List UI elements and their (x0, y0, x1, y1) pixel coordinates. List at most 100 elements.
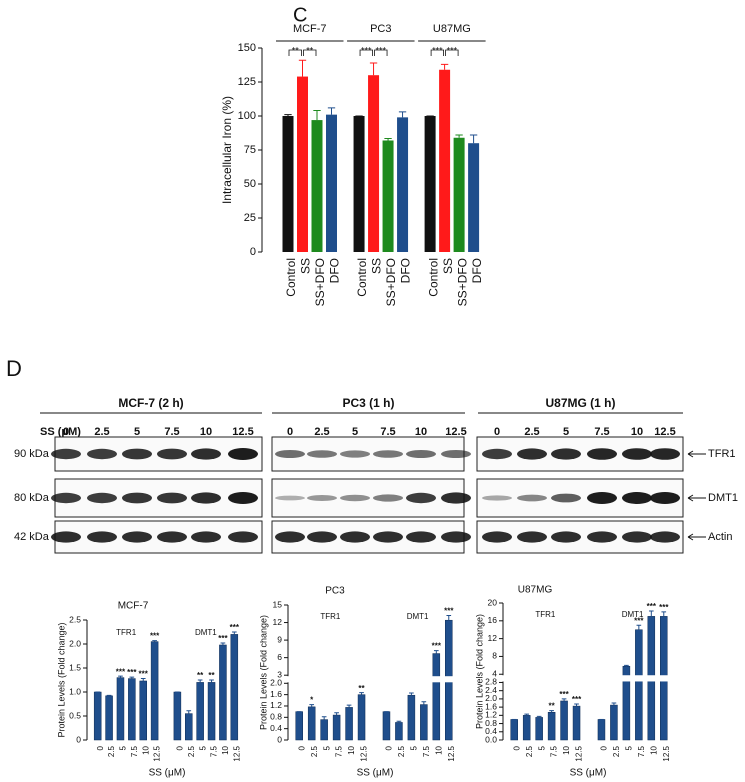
bar (572, 705, 581, 741)
x-tick-label: 10 (347, 745, 356, 754)
lane-label: 7.5 (380, 426, 395, 438)
y-tick-label: 1.6 (485, 701, 497, 711)
error-bar (611, 702, 617, 706)
x-tick-label: SS+DFO (313, 258, 327, 306)
x-tick-label: Control (284, 258, 298, 297)
significance: *** (230, 623, 240, 632)
significance: ** (358, 684, 365, 693)
error-bar (327, 107, 336, 115)
x-tick-label: 10 (221, 745, 230, 754)
y-tick-label: 0 (76, 734, 81, 744)
arrow-head (687, 533, 694, 541)
lane-label: 0 (494, 426, 500, 438)
error-bar (346, 704, 352, 708)
error-bar (469, 134, 478, 144)
lane-label: 10 (415, 426, 427, 438)
series-label: TFR1 (116, 628, 137, 637)
error-bar (409, 692, 414, 696)
y-tick-label: 12 (488, 633, 498, 643)
marker-label: 42 kDa (14, 531, 50, 543)
series-label: TFR1 (535, 610, 556, 619)
y-tick-label: 8 (492, 651, 497, 661)
error-bar (334, 712, 339, 716)
axis-break (285, 676, 291, 683)
bar (560, 700, 568, 741)
bar (357, 694, 366, 741)
blot-band (307, 495, 337, 501)
lane-label: 12.5 (232, 426, 253, 438)
blot-band (122, 492, 152, 504)
y-tick-label: 2.8 (485, 677, 497, 687)
error-bar (220, 642, 226, 645)
bar (128, 678, 136, 741)
bar (311, 120, 323, 252)
blot-band (87, 531, 117, 543)
x-tick-label: 5 (119, 745, 128, 750)
blot-band (122, 531, 152, 543)
blot-band (122, 448, 152, 460)
x-axis-label: SS (μM) (570, 768, 607, 779)
blot-band (228, 448, 258, 460)
bar (353, 116, 365, 252)
error-bar (455, 134, 463, 138)
y-tick-label: 50 (244, 178, 256, 190)
y-tick-label: 12 (273, 617, 283, 627)
error-bar (440, 63, 449, 70)
y-tick-label: 0.5 (69, 710, 81, 720)
blot-band (340, 531, 370, 543)
blot-band (441, 492, 471, 504)
y-tick-label: 2.4 (485, 685, 497, 695)
y-tick-label: 1.2 (485, 710, 497, 720)
bar (535, 717, 543, 741)
error-bar (384, 137, 392, 141)
y-axis-label: Intracellular Iron (%) (220, 96, 234, 204)
bar (345, 707, 353, 741)
protein-label: Actin (708, 531, 732, 543)
bar (173, 691, 182, 741)
blot-band (587, 531, 617, 543)
significance: *** (447, 45, 458, 55)
blot-band (307, 531, 337, 543)
x-tick-label: 10 (434, 745, 443, 754)
error-bar (129, 676, 135, 679)
bar (522, 715, 531, 741)
blot-band (191, 531, 221, 543)
x-tick-label: SS (370, 258, 384, 274)
blot-band (340, 450, 370, 458)
marker-label: 90 kDa (14, 448, 50, 460)
blot-band (517, 531, 547, 543)
blot-band (228, 531, 258, 543)
blot-band (51, 448, 81, 460)
x-tick-label: 0 (385, 745, 394, 750)
x-tick-label: 0 (297, 745, 306, 750)
y-tick-label: 15 (273, 599, 283, 609)
blot-band (517, 494, 547, 502)
x-tick-label: 12.5 (575, 745, 584, 761)
bar (105, 695, 113, 741)
error-bar (549, 710, 554, 713)
x-tick-label: 10 (141, 745, 150, 754)
lane-label: 2.5 (314, 426, 329, 438)
lane-label: 0 (63, 426, 69, 438)
error-bar (197, 679, 203, 683)
significance: * (310, 696, 314, 705)
bar (610, 704, 618, 741)
error-bar (624, 664, 629, 667)
blot-band (551, 493, 581, 503)
error-bar (284, 114, 292, 116)
bar (397, 117, 409, 252)
significance: ** (197, 671, 204, 680)
error-bar (209, 679, 214, 683)
y-tick-label: 3 (277, 669, 282, 679)
y-tick-label: 0 (277, 734, 282, 744)
bar (395, 722, 403, 741)
x-tick-label: 7.5 (637, 745, 646, 757)
blot-band (482, 495, 512, 501)
bar (510, 719, 518, 741)
y-tick-label: 150 (238, 42, 256, 54)
blot-band (157, 492, 187, 504)
error-bar (396, 720, 402, 723)
error-bar (421, 701, 427, 705)
x-axis-label: SS (μM) (149, 768, 186, 779)
